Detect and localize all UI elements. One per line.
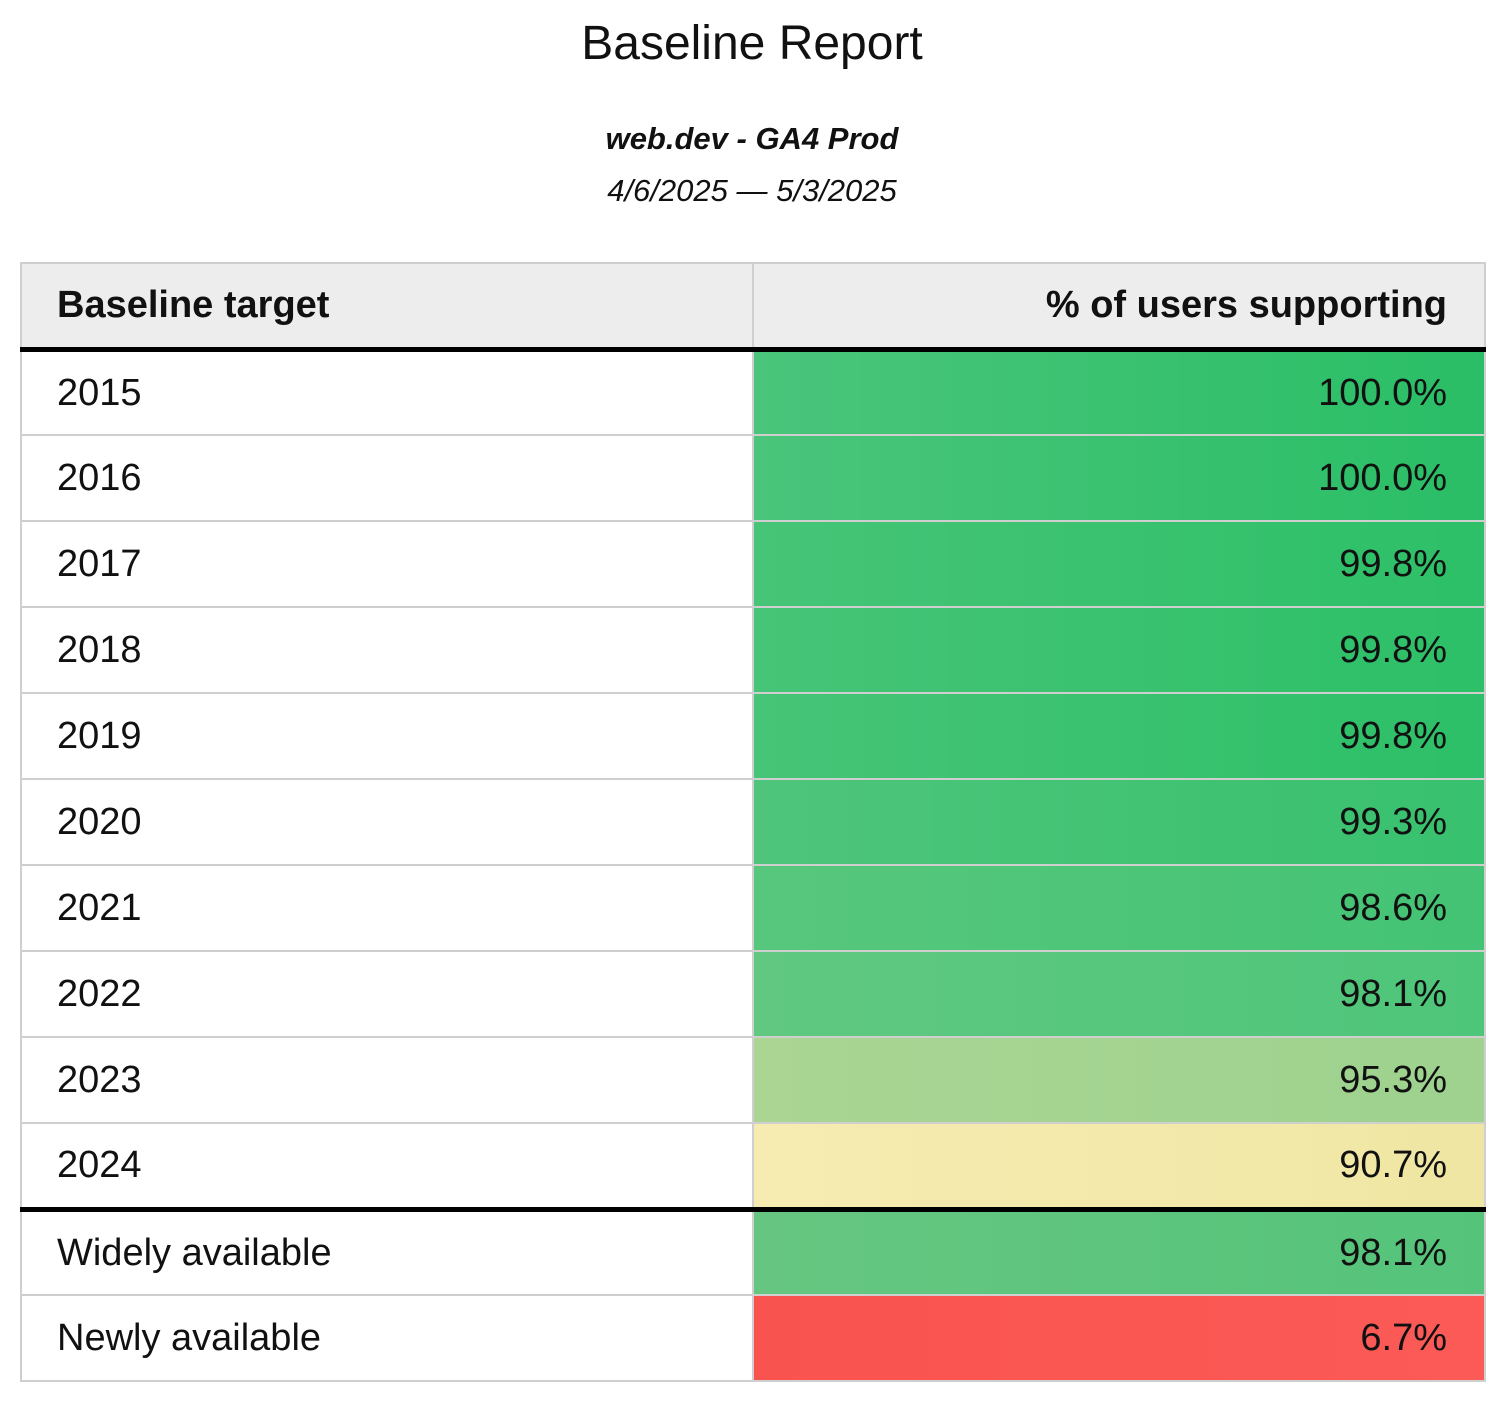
column-header-users-supporting: % of users supporting	[752, 262, 1486, 352]
baseline-table: Baseline target % of users supporting 20…	[20, 262, 1486, 1383]
target-cell: 2022	[20, 950, 754, 1039]
table-row: Widely available 98.1%	[20, 1208, 1486, 1297]
value-cell: 98.1%	[752, 1208, 1486, 1297]
value-cell: 100.0%	[752, 434, 1486, 523]
table-header-row: Baseline target % of users supporting	[20, 262, 1486, 352]
target-cell: Newly available	[20, 1294, 754, 1383]
table-row: 2015 100.0%	[20, 348, 1486, 437]
value-cell: 99.8%	[752, 520, 1486, 609]
report-subtitle: web.dev - GA4 Prod	[605, 121, 899, 157]
target-cell: 2017	[20, 520, 754, 609]
value-cell: 6.7%	[752, 1294, 1486, 1383]
target-cell: Widely available	[20, 1208, 754, 1297]
page-title: Baseline Report	[581, 17, 923, 70]
target-cell: 2016	[20, 434, 754, 523]
value-cell: 100.0%	[752, 348, 1486, 437]
table-row: 2021 98.6%	[20, 864, 1486, 953]
table-row: 2017 99.8%	[20, 520, 1486, 609]
table-row: 2022 98.1%	[20, 950, 1486, 1039]
value-cell: 90.7%	[752, 1122, 1486, 1212]
value-cell: 98.1%	[752, 950, 1486, 1039]
target-cell: 2021	[20, 864, 754, 953]
table-row: 2023 95.3%	[20, 1036, 1486, 1125]
table-row: 2018 99.8%	[20, 606, 1486, 695]
table-body: 2015 100.0% 2016 100.0% 2017 99.8% 2018 …	[20, 348, 1486, 1383]
target-cell: 2023	[20, 1036, 754, 1125]
value-cell: 99.8%	[752, 692, 1486, 781]
target-cell: 2024	[20, 1122, 754, 1212]
target-cell: 2019	[20, 692, 754, 781]
target-cell: 2018	[20, 606, 754, 695]
table-row: 2024 90.7%	[20, 1122, 1486, 1212]
column-header-baseline-target: Baseline target	[20, 262, 754, 352]
table-row: Newly available 6.7%	[20, 1294, 1486, 1383]
report-date-range: 4/6/2025 — 5/3/2025	[607, 172, 897, 208]
table-row: 2020 99.3%	[20, 778, 1486, 867]
value-cell: 99.3%	[752, 778, 1486, 867]
table-row: 2016 100.0%	[20, 434, 1486, 523]
target-cell: 2020	[20, 778, 754, 867]
value-cell: 98.6%	[752, 864, 1486, 953]
target-cell: 2015	[20, 348, 754, 437]
table-row: 2019 99.8%	[20, 692, 1486, 781]
value-cell: 95.3%	[752, 1036, 1486, 1125]
value-cell: 99.8%	[752, 606, 1486, 695]
